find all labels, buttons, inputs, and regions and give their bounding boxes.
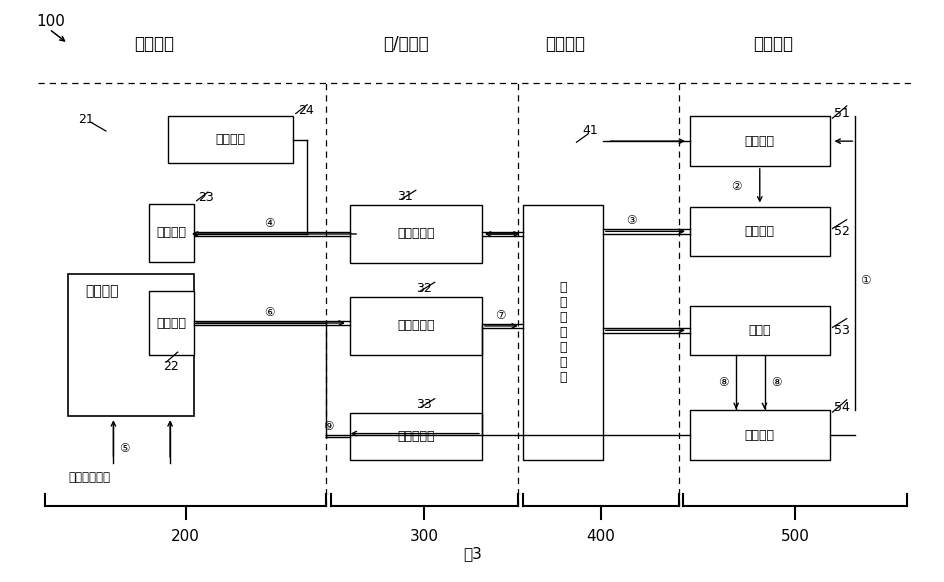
Bar xyxy=(349,297,481,355)
Bar xyxy=(689,116,829,166)
Text: ⑥: ⑥ xyxy=(263,306,275,319)
Text: 100: 100 xyxy=(36,14,65,29)
Text: 53: 53 xyxy=(834,324,850,337)
Text: 54: 54 xyxy=(834,401,850,414)
Text: 模拟键盘: 模拟键盘 xyxy=(215,133,245,146)
Text: 31: 31 xyxy=(396,190,413,203)
Text: 视频网络: 视频网络 xyxy=(545,35,584,52)
Bar xyxy=(68,274,194,416)
Bar xyxy=(689,410,829,460)
Text: 400: 400 xyxy=(585,529,615,544)
Text: 200: 200 xyxy=(171,529,200,544)
Text: ⑦: ⑦ xyxy=(495,309,506,322)
Text: 21: 21 xyxy=(78,113,94,126)
Bar xyxy=(689,306,829,355)
Text: 视频输出: 视频输出 xyxy=(157,317,186,329)
Text: ⑧: ⑧ xyxy=(717,376,729,389)
Text: 矩阵控制器: 矩阵控制器 xyxy=(396,228,434,240)
Text: ①: ① xyxy=(859,274,869,288)
Bar xyxy=(149,204,194,262)
Text: ④: ④ xyxy=(263,217,275,230)
Text: ⑨: ⑨ xyxy=(323,420,334,432)
Bar xyxy=(349,413,481,460)
Text: 模拟视频输入: 模拟视频输入 xyxy=(69,471,110,484)
Text: 300: 300 xyxy=(410,529,438,544)
Text: ⑤: ⑤ xyxy=(119,442,130,455)
Text: ⑧: ⑧ xyxy=(770,376,782,389)
Text: 监控终端: 监控终端 xyxy=(744,428,774,442)
Text: 视
频
网
络
交
换
机: 视 频 网 络 交 换 机 xyxy=(559,281,565,384)
Text: 500: 500 xyxy=(780,529,809,544)
Text: 数字视频: 数字视频 xyxy=(752,35,792,52)
Text: 24: 24 xyxy=(297,104,313,117)
Bar xyxy=(689,207,829,256)
Text: 图3: 图3 xyxy=(463,546,481,562)
Text: 模拟视频: 模拟视频 xyxy=(134,35,174,52)
Text: 调度中心: 调度中心 xyxy=(744,134,774,148)
Text: 视频解码器: 视频解码器 xyxy=(396,430,434,443)
Text: 33: 33 xyxy=(415,398,431,411)
Text: ③: ③ xyxy=(625,214,636,228)
Bar xyxy=(349,205,481,263)
Text: 控制中心: 控制中心 xyxy=(744,225,774,238)
Text: ②: ② xyxy=(730,180,741,193)
Text: 23: 23 xyxy=(198,191,214,204)
Text: 32: 32 xyxy=(415,282,431,294)
Bar xyxy=(149,291,194,355)
Bar xyxy=(522,205,602,460)
Text: 52: 52 xyxy=(834,225,850,238)
Text: 41: 41 xyxy=(582,124,598,137)
Bar xyxy=(168,116,293,163)
Text: 模/数转换: 模/数转换 xyxy=(383,35,429,52)
Text: 流媒体: 流媒体 xyxy=(748,324,770,337)
Text: 51: 51 xyxy=(834,107,850,120)
Text: 视频输入: 视频输入 xyxy=(85,284,119,298)
Text: 矩阵控制: 矩阵控制 xyxy=(157,226,186,239)
Text: 22: 22 xyxy=(163,360,179,373)
Text: 视频编码器: 视频编码器 xyxy=(396,320,434,332)
